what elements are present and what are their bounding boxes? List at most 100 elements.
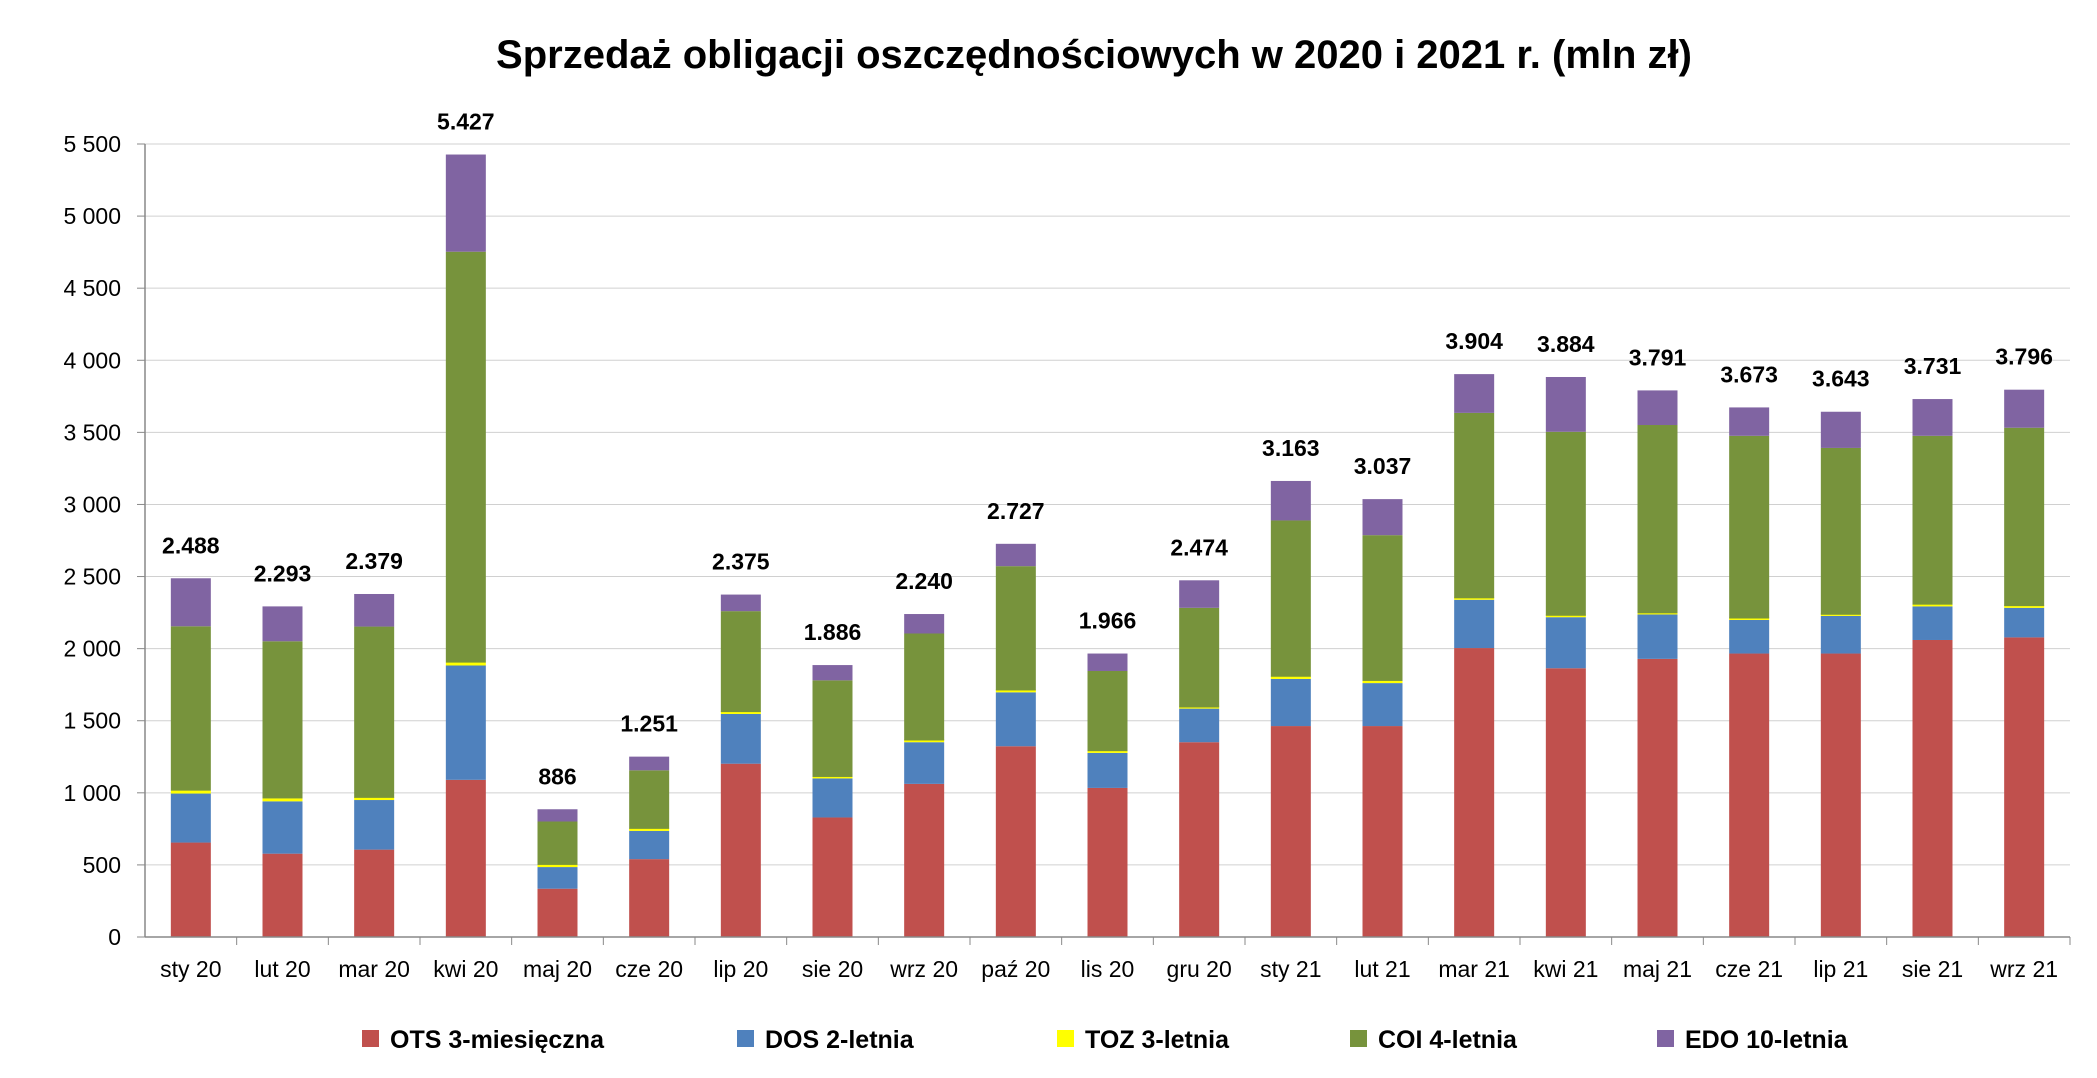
- bar-segment-dos: [720, 713, 761, 764]
- x-tick-label: maj 20: [523, 956, 592, 982]
- bar-segment-ots: [1270, 726, 1311, 937]
- bar-segment-toz: [904, 739, 945, 743]
- bar-segment-ots: [1362, 726, 1403, 937]
- bar-segment-dos: [170, 793, 211, 843]
- legend-swatch: [362, 1030, 379, 1047]
- y-tick-label: 4 000: [63, 347, 121, 373]
- bar-segment-coi: [354, 626, 395, 798]
- x-tick-label: kwi 21: [1533, 956, 1598, 982]
- legend-swatch: [1057, 1030, 1074, 1047]
- total-data-label: 2.488: [162, 532, 220, 558]
- bar-segment-ots: [904, 783, 945, 937]
- x-tick-label: lip 21: [1813, 956, 1868, 982]
- bar-segment-ots: [1454, 648, 1495, 937]
- bar-segment-ots: [170, 842, 211, 937]
- bar-segment-coi: [1820, 447, 1861, 615]
- bar-segment-coi: [1179, 607, 1220, 708]
- bar-segment-toz: [720, 710, 761, 714]
- y-tick-label: 4 500: [63, 275, 121, 301]
- legend-label: DOS 2-letnia: [765, 1026, 915, 1054]
- bar-segment-edo: [354, 593, 395, 627]
- y-tick-label: 2 500: [63, 564, 121, 590]
- bar-segment-coi: [2004, 427, 2045, 607]
- legend-label: TOZ 3-letnia: [1085, 1026, 1230, 1054]
- x-tick-label: gru 20: [1167, 956, 1232, 982]
- bar-segment-toz: [2004, 604, 2045, 608]
- y-tick-label: 0: [108, 924, 121, 950]
- x-tick-label: mar 20: [338, 956, 410, 982]
- bar-segment-dos: [262, 801, 303, 854]
- bar-segment-ots: [720, 763, 761, 937]
- x-tick-label: lut 20: [254, 956, 310, 982]
- bar-segment-toz: [537, 864, 578, 868]
- bar-segment-toz: [629, 827, 670, 831]
- total-data-label: 3.731: [1904, 353, 1962, 379]
- x-tick-label: maj 21: [1623, 956, 1692, 982]
- legend-swatch: [1350, 1030, 1367, 1047]
- bar-segment-edo: [995, 543, 1036, 567]
- total-data-label: 2.474: [1170, 534, 1228, 560]
- bar-segment-coi: [904, 633, 945, 741]
- bar-segment-edo: [537, 809, 578, 822]
- legend-label: OTS 3-miesięczna: [390, 1026, 605, 1054]
- bar-segment-dos: [995, 692, 1036, 747]
- bar-segment-ots: [812, 817, 853, 937]
- bar-segment-toz: [1087, 749, 1128, 753]
- bar-segment-toz: [445, 662, 486, 666]
- bar-segment-edo: [2004, 389, 2045, 428]
- bar-segment-dos: [812, 778, 853, 818]
- bar-segment-ots: [1179, 742, 1220, 937]
- bar-segment-edo: [720, 594, 761, 612]
- bar-segment-coi: [170, 626, 211, 791]
- bar-segment-dos: [537, 867, 578, 889]
- bar-segment-toz: [170, 790, 211, 794]
- y-tick-label: 5 500: [63, 131, 121, 157]
- bar-segment-dos: [1179, 708, 1220, 743]
- bar-segment-coi: [1454, 412, 1495, 599]
- y-tick-label: 2 000: [63, 636, 121, 662]
- x-tick-label: sie 21: [1902, 956, 1963, 982]
- total-data-label: 2.293: [254, 560, 312, 586]
- total-data-label: 2.727: [987, 498, 1045, 524]
- x-tick-label: cze 21: [1715, 956, 1783, 982]
- total-data-label: 3.673: [1720, 361, 1778, 387]
- y-tick-label: 5 000: [63, 203, 121, 229]
- bar-segment-edo: [629, 756, 670, 771]
- bar-segment-dos: [1912, 606, 1953, 640]
- bar-segment-edo: [262, 606, 303, 642]
- bar-segment-coi: [445, 251, 486, 663]
- x-tick-label: sty 21: [1260, 956, 1321, 982]
- bar-segment-edo: [1545, 376, 1586, 432]
- bar-segment-dos: [1087, 752, 1128, 788]
- bar-segment-edo: [1820, 411, 1861, 448]
- total-data-label: 3.163: [1262, 435, 1320, 461]
- bar-segment-ots: [537, 888, 578, 937]
- bar-segment-toz: [354, 797, 395, 801]
- bar-segment-toz: [995, 689, 1036, 693]
- bar-segment-edo: [812, 665, 853, 681]
- bar-segment-dos: [1362, 683, 1403, 727]
- bar-segment-coi: [629, 770, 670, 829]
- bar-segment-edo: [1087, 653, 1128, 671]
- total-data-label: 3.796: [1995, 344, 2053, 370]
- bar-segment-coi: [1545, 431, 1586, 616]
- total-data-label: 886: [538, 763, 576, 789]
- bar-segment-dos: [2004, 607, 2045, 638]
- total-data-label: 3.643: [1812, 366, 1870, 392]
- bar-segment-edo: [1270, 480, 1311, 521]
- bar-segment-coi: [1270, 520, 1311, 677]
- bar-segment-coi: [1637, 425, 1678, 614]
- x-tick-label: sty 20: [160, 956, 221, 982]
- y-tick-label: 1 500: [63, 708, 121, 734]
- legend-swatch: [737, 1030, 754, 1047]
- bar-segment-ots: [1545, 668, 1586, 937]
- bar-segment-ots: [1820, 653, 1861, 937]
- x-tick-label: paź 20: [981, 956, 1050, 982]
- bar-segment-coi: [1729, 435, 1770, 619]
- legend-swatch: [1657, 1030, 1674, 1047]
- y-tick-label: 3 000: [63, 491, 121, 517]
- bar-segment-edo: [1729, 407, 1770, 436]
- x-tick-label: cze 20: [615, 956, 683, 982]
- bar-segment-dos: [1729, 619, 1770, 654]
